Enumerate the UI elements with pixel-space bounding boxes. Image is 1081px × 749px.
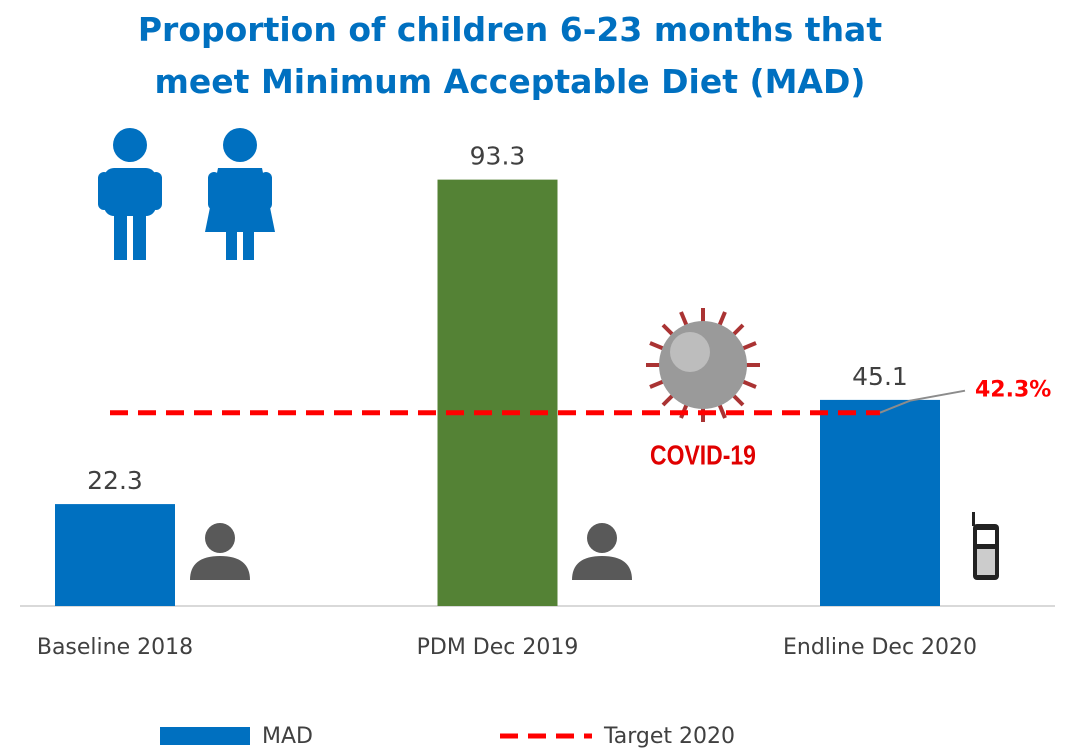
- x-tick-label: Endline Dec 2020: [783, 635, 977, 660]
- target-label: 42.3%: [975, 378, 1051, 403]
- phone-icon: [972, 512, 999, 580]
- x-tick-label: PDM Dec 2019: [417, 635, 579, 660]
- legend-label: Target 2020: [603, 724, 735, 749]
- legend-label: MAD: [262, 724, 313, 749]
- chart: COVID-19 22.3 93.3 45.1 Baseline 2018 PDM De…: [0, 0, 1081, 749]
- value-label: 93.3: [470, 142, 526, 171]
- virus-icon: [646, 308, 760, 422]
- person-icon: [190, 523, 632, 580]
- children-icon: [98, 128, 275, 260]
- bar: [820, 400, 940, 606]
- annotation: COVID-19: [650, 440, 756, 471]
- page: Proportion of children 6-23 months that …: [0, 0, 1081, 749]
- value-label: 22.3: [87, 466, 143, 495]
- bar: [438, 180, 558, 606]
- legend-swatch: [160, 727, 250, 745]
- value-label: 45.1: [852, 362, 908, 391]
- x-tick-label: Baseline 2018: [37, 635, 193, 660]
- bar: [55, 504, 175, 606]
